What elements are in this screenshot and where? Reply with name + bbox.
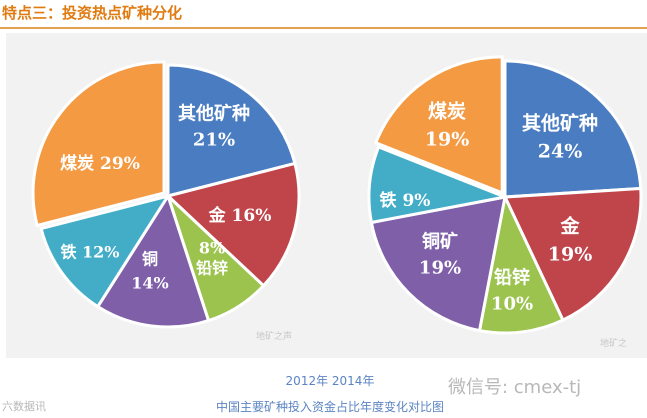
pie-slice-其他矿种 xyxy=(503,59,643,199)
caption-subtitle: 中国主要矿种投入资金占比年度变化对比图 xyxy=(215,400,444,414)
pie-watermark-2014: 地矿之 xyxy=(600,339,628,349)
slice-label-其他矿种: 其他矿种 21% xyxy=(178,102,250,150)
slice-label-金: 金 16% xyxy=(208,205,272,226)
slice-label-金: 金 19% xyxy=(548,215,593,266)
pie-slice-铅锌 xyxy=(477,192,565,335)
pie-slice-铜矿 xyxy=(369,195,507,333)
slice-label-其他矿种: 其他矿种 24% xyxy=(522,112,598,163)
pie-chart-2014: 其他矿种 24% 金 19% 铅锌 10% 铜矿 19% 铁 9% 煤炭 19% xyxy=(367,55,643,335)
slice-label-铜: 铜 14% xyxy=(131,250,168,293)
pie-slice-金 xyxy=(502,186,643,323)
slice-label-煤炭: 煤炭 29% xyxy=(60,153,140,174)
slice-label-煤炭: 煤炭 19% xyxy=(425,101,470,151)
wechat-id: 微信号: cmex-tj xyxy=(448,377,582,398)
slice-label-铁: 铁 12% xyxy=(60,243,119,262)
pie-slice-铜 xyxy=(95,192,211,329)
pie-slice-铁 xyxy=(39,193,172,309)
pie-slice-煤炭 xyxy=(373,55,504,196)
slice-label-铜矿: 铜矿 19% xyxy=(419,230,461,278)
caption-years: 2012年 2014年 xyxy=(285,374,375,388)
pie-chart-2012: 其他矿种 21% 金 16% 8%铅锌铜 14% 铁 12% 煤炭 29% xyxy=(31,60,301,329)
pie-slice-其他矿种 xyxy=(166,63,297,198)
pie-slice-煤炭 xyxy=(31,60,166,228)
pie-slice-铁 xyxy=(367,144,511,225)
slice-label-铅锌: 8%铅锌 xyxy=(196,239,228,278)
slice-label-铅锌: 铅锌 10% xyxy=(491,266,533,314)
pie-watermark-2012: 地矿之声 xyxy=(256,332,293,342)
source-watermark: 六数据讯 xyxy=(2,400,46,413)
pie-slice-金 xyxy=(164,161,301,288)
slice-label-铁: 铁 9% xyxy=(380,190,431,211)
page-title: 特点三：投资热点矿种分化 xyxy=(2,4,183,22)
title-divider xyxy=(0,27,647,29)
